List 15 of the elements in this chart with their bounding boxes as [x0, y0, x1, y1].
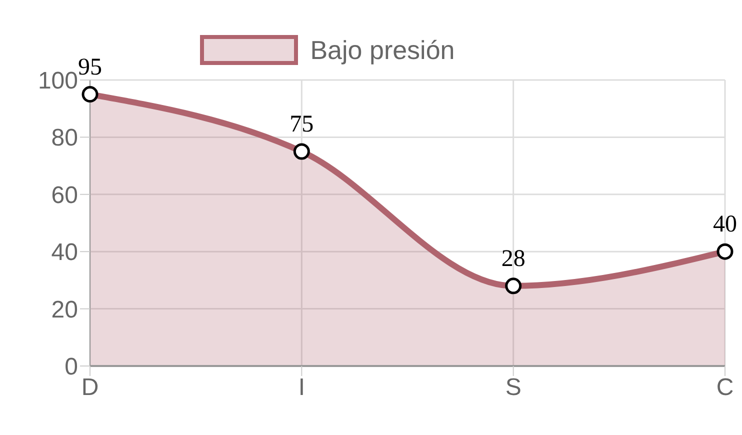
data-label: 95 [78, 54, 102, 80]
x-tick-label: C [716, 374, 734, 402]
y-tick-label: 100 [38, 68, 78, 95]
y-tick-label: 20 [51, 296, 78, 324]
data-label: 40 [713, 212, 737, 238]
y-tick-label: 80 [51, 124, 78, 152]
y-tick-label: 40 [51, 239, 78, 266]
x-tick-label: S [505, 374, 522, 402]
legend-label: Bajo presión [310, 34, 455, 66]
y-tick-label: 60 [51, 182, 78, 209]
x-tick-label: D [81, 374, 99, 402]
x-tick-label: I [298, 374, 306, 402]
data-label: 28 [501, 246, 526, 272]
data-label: 75 [290, 112, 314, 138]
y-tick-label: 0 [64, 354, 78, 381]
